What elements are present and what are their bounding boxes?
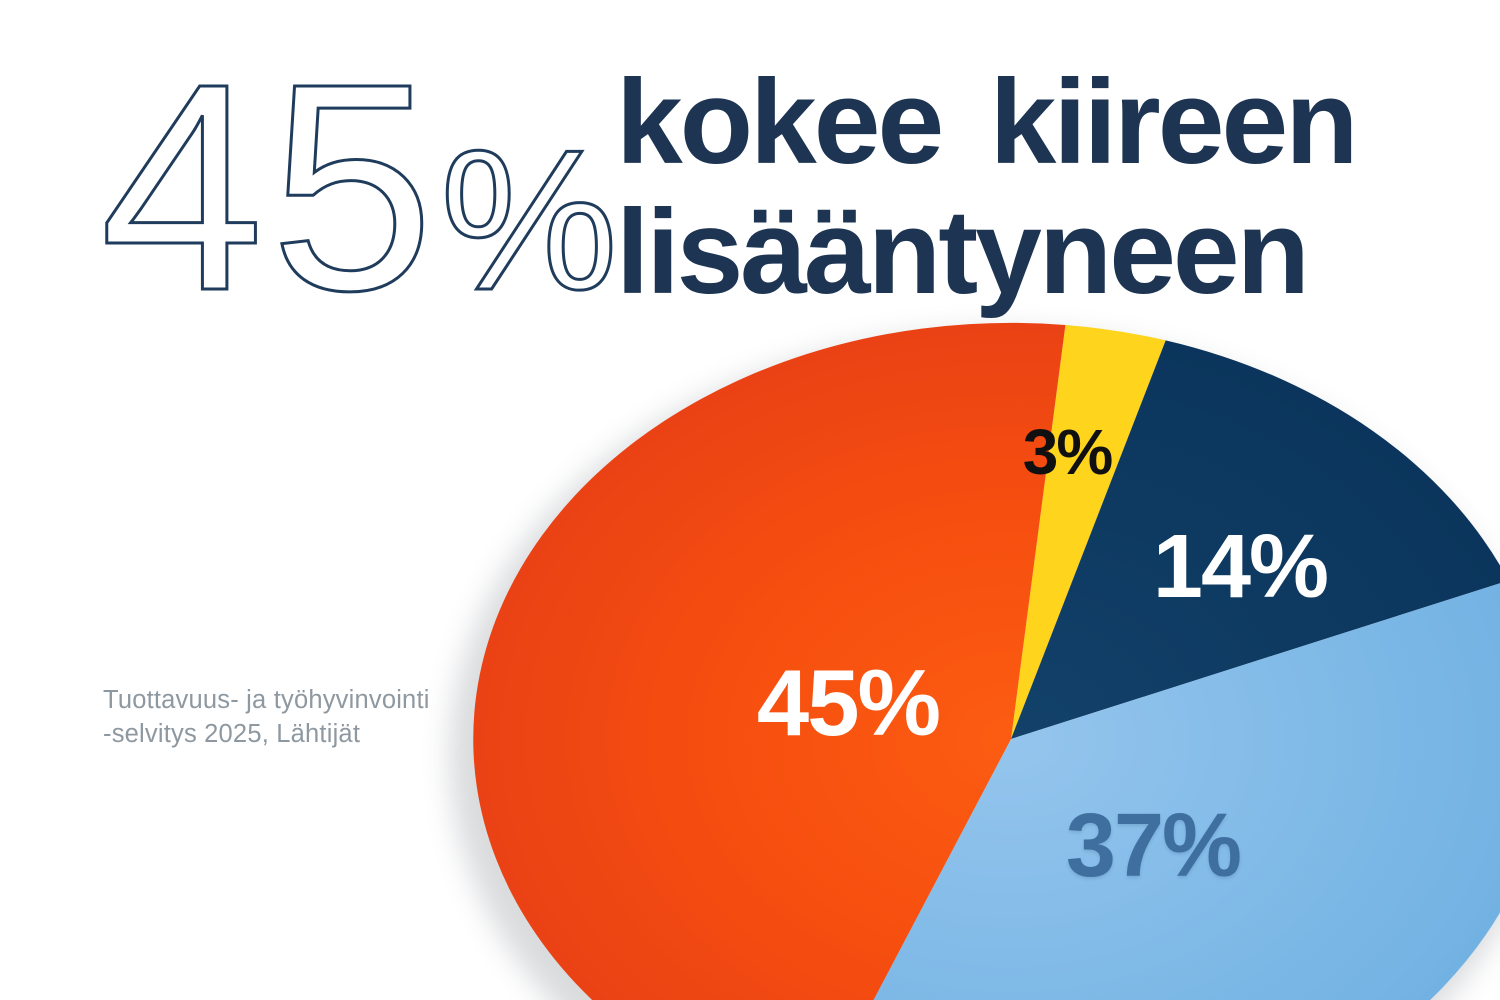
- pie-slice-45: [473, 322, 1066, 1000]
- source-note: Tuottavuus- ja työhyvinvointi -selvitys …: [103, 684, 430, 751]
- pie-label-37: 37%: [1065, 796, 1242, 896]
- headline: kokee kiireen lisääntyneen: [616, 55, 1358, 319]
- headline-line-2: lisääntyneen: [616, 184, 1310, 319]
- pie-label-3: 3%: [1022, 416, 1113, 488]
- headline-line-1: kokee kiireen: [616, 55, 1358, 189]
- source-note-line-2: -selvitys 2025, Lähtijät: [103, 719, 361, 748]
- pie-label-45: 45%: [756, 650, 941, 755]
- big-stat-percent-sign: %: [439, 109, 620, 332]
- big-stat-number: 45: [98, 22, 441, 352]
- big-stat: 45%: [98, 38, 620, 336]
- pie-slice-14: [1011, 340, 1500, 739]
- pie-label-14: 14%: [1152, 517, 1329, 617]
- source-note-line-1: Tuottavuus- ja työhyvinvointi: [103, 686, 430, 714]
- pie-slice-37: [873, 583, 1500, 1000]
- pie-slice-3: [1011, 324, 1166, 739]
